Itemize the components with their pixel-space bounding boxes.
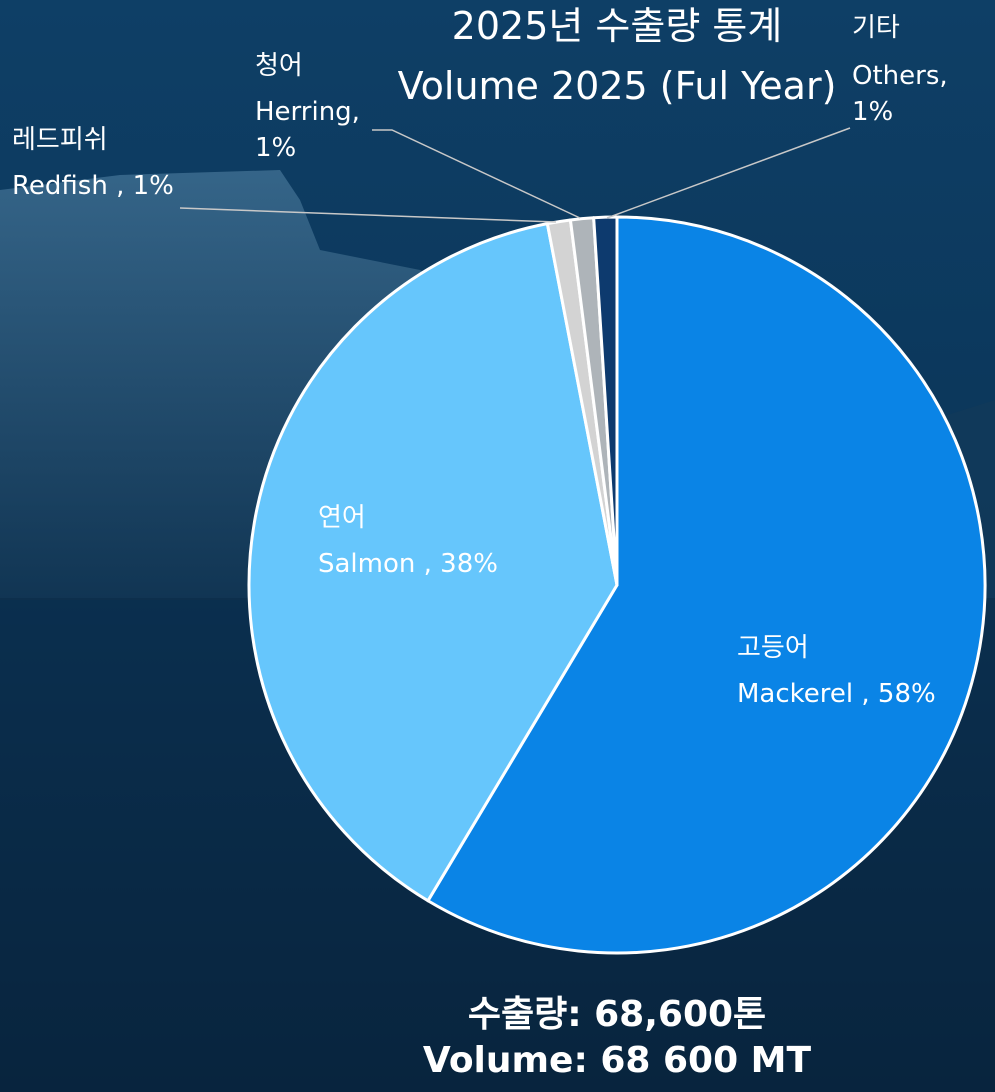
pie-slice xyxy=(247,222,619,903)
pie xyxy=(247,215,987,955)
pie-slice xyxy=(592,215,619,587)
slice-label: Redfish , 1% xyxy=(12,171,174,201)
pie-slice xyxy=(426,215,987,955)
chart-title: 2025년 수출량 통계 xyxy=(451,4,783,48)
slice-label: Mackerel , 58% xyxy=(737,679,936,709)
slice-label: Others, 1% xyxy=(852,61,948,128)
slice-category: 연어 xyxy=(318,503,366,533)
slice-label: Salmon , 38% xyxy=(318,549,498,579)
slice-category: 레드피쉬 xyxy=(12,125,108,155)
total-english: Volume: 68 600 MT xyxy=(422,1040,812,1081)
leader-lines xyxy=(179,127,851,223)
leader-line xyxy=(179,207,557,223)
slice-category: 기타 xyxy=(852,13,900,43)
chart-subtitle: Volume 2025 (Ful Year) xyxy=(397,64,837,108)
slice-label: Herring, 1% xyxy=(255,97,360,164)
slice-category: 청어 xyxy=(255,51,303,81)
leader-line xyxy=(372,129,581,219)
slice-category: 고등어 xyxy=(737,633,809,663)
total-korean: 수출량: 68,600톤 xyxy=(467,994,767,1035)
leader-line xyxy=(606,127,851,219)
